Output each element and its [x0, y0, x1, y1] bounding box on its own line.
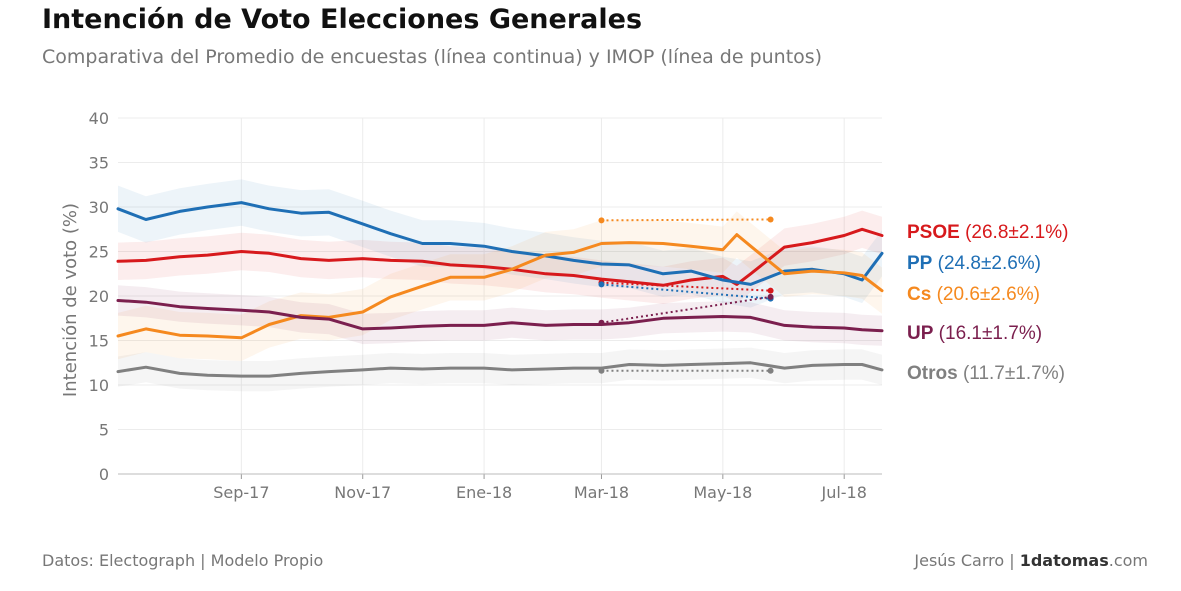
imop-line-cs — [601, 218, 771, 222]
series-label-name: UP — [907, 323, 934, 344]
series-label-name: PSOE — [907, 222, 960, 243]
imop-point-end — [767, 216, 774, 223]
band-cs — [118, 211, 882, 361]
imop-line-up — [601, 295, 771, 324]
confidence-bands — [118, 179, 882, 392]
imop-point-end — [767, 287, 774, 294]
axes: 0 5 10 15 20 25 30 35 40 Sep-17 Nov-17 Ene-18 Mar-18… — [89, 109, 882, 502]
line-pp — [116, 201, 884, 286]
series-label-psoe: PSOE (26.8±2.1%) — [907, 222, 1068, 243]
imop-line-pp — [601, 283, 771, 300]
source-note: Datos: Electograph | Modelo Propio — [42, 551, 324, 570]
y-tick-label: 15 — [89, 332, 109, 351]
series-label-value: (11.7±1.7%) — [958, 363, 1065, 384]
series-label-name: Cs — [907, 284, 931, 305]
y-tick-label: 40 — [89, 109, 109, 128]
y-tick-label: 10 — [89, 376, 109, 395]
imop-lines — [598, 216, 774, 374]
author-name: Jesús Carro | — [914, 551, 1015, 570]
imop-point-end — [767, 293, 774, 300]
brand-name: 1datomas — [1019, 551, 1109, 570]
series-label-cs: Cs (20.6±2.6%) — [907, 284, 1040, 305]
line-up — [116, 299, 884, 333]
y-axis-label: Intención de voto (%) — [60, 203, 81, 397]
series-label-name: PP — [907, 253, 933, 274]
y-tick-label: 35 — [89, 154, 109, 173]
series-label-pp: PP (24.8±2.6%) — [907, 253, 1041, 274]
x-tick-label: Ene-18 — [456, 483, 512, 502]
imop-point-start — [598, 281, 605, 288]
y-tick-label: 20 — [89, 287, 109, 306]
x-tick-label: Nov-17 — [334, 483, 391, 502]
series-label-value: (24.8±2.6%) — [932, 253, 1041, 274]
series-lines — [116, 201, 884, 378]
series-label-otros: Otros (11.7±1.7%) — [907, 363, 1065, 384]
x-tick-label: Mar-18 — [574, 483, 629, 502]
imop-point-end — [767, 367, 774, 374]
series-label-value: (20.6±2.6%) — [931, 284, 1040, 305]
x-tick-label: Jul-18 — [820, 483, 866, 502]
imop-point-start — [598, 217, 605, 224]
line-otros — [116, 361, 884, 378]
x-tick-label: May-18 — [693, 483, 752, 502]
chart-subtitle: Comparativa del Promedio de encuestas (l… — [42, 46, 823, 68]
series-label-name: Otros — [907, 363, 958, 384]
y-tick-label: 0 — [99, 465, 109, 484]
author-credit: Jesús Carro | 1datomas.com — [914, 551, 1148, 570]
imop-line-psoe — [601, 281, 771, 292]
series-label-value: (16.1±1.7%) — [933, 323, 1042, 344]
x-tick-label: Sep-17 — [213, 483, 269, 502]
imop-point-start — [598, 367, 605, 374]
series-label-up: UP (16.1±1.7%) — [907, 323, 1042, 344]
series-label-value: (26.8±2.1%) — [960, 222, 1069, 243]
chart-title: Intención de Voto Elecciones Generales — [42, 4, 643, 35]
band-up — [118, 285, 882, 346]
line-cs — [116, 233, 884, 340]
series-labels: PSOE (26.8±2.1%)PP (24.8±2.6%)Cs (20.6±2… — [907, 222, 1068, 384]
y-tick-label: 5 — [99, 421, 109, 440]
y-tick-label: 25 — [89, 243, 109, 262]
imop-point-start — [598, 319, 605, 326]
brand-suffix: .com — [1108, 551, 1148, 570]
y-tick-label: 30 — [89, 198, 109, 217]
